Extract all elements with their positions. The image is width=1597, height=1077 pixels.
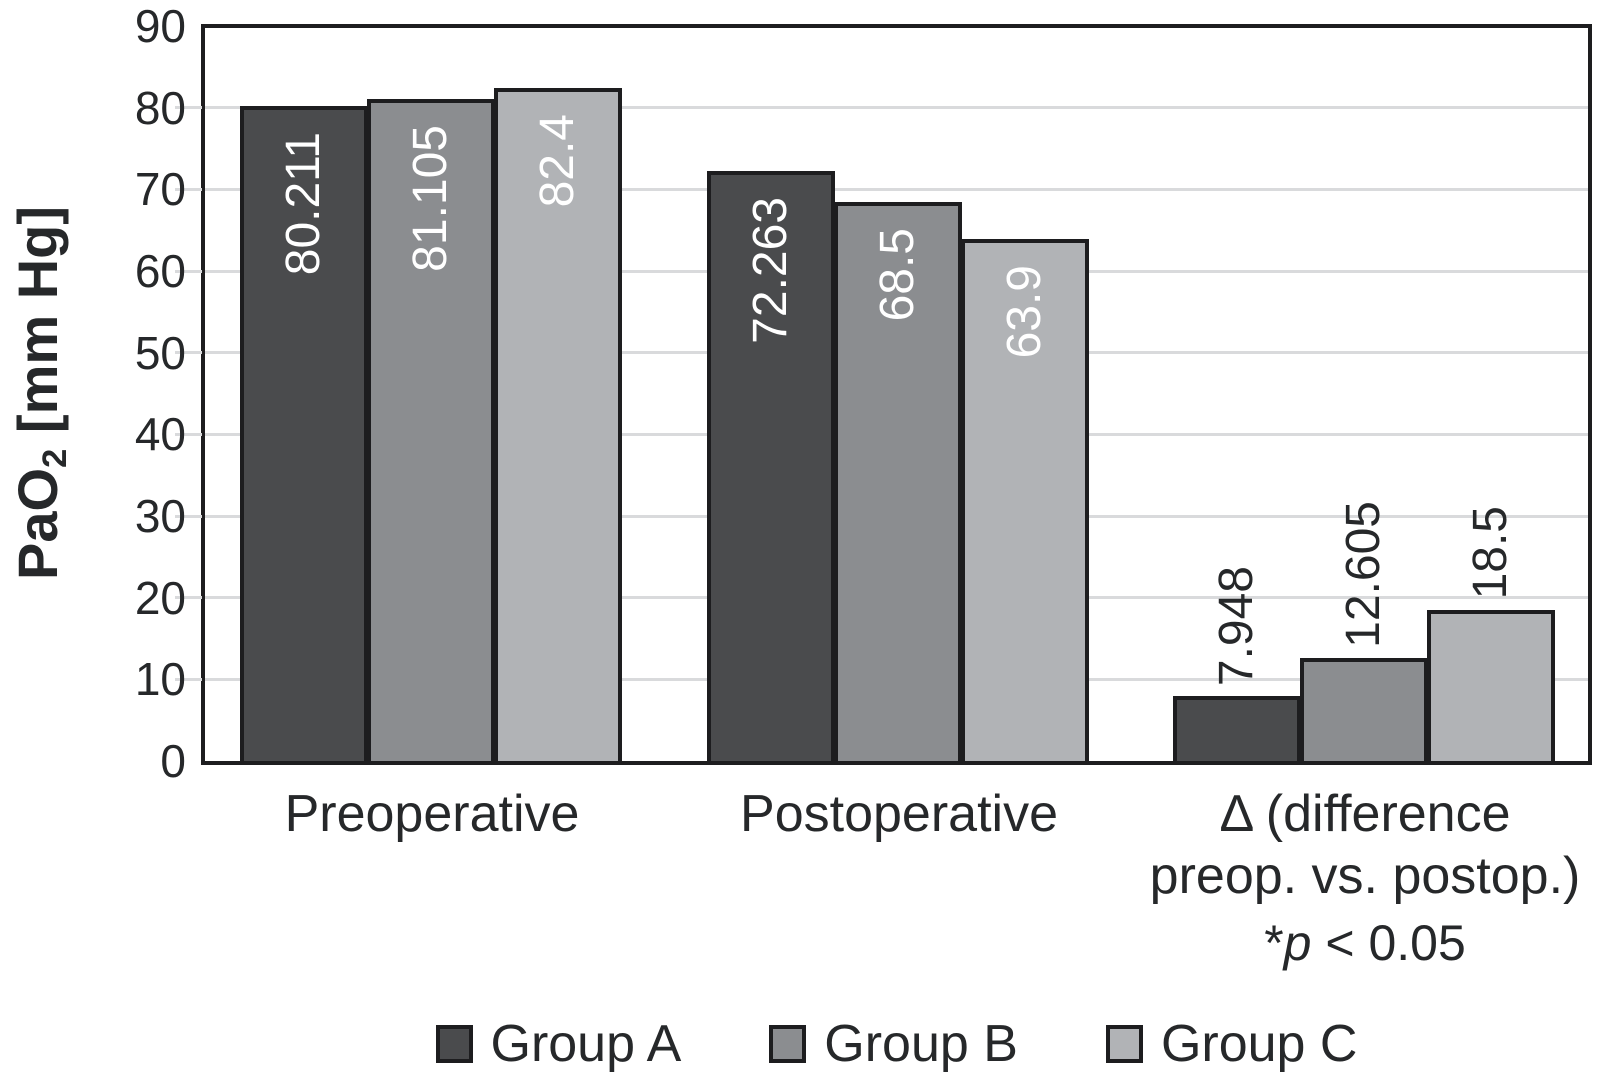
bar-value-label: 63.9 [997,265,1051,359]
legend-item-group-a: Group A [435,1015,682,1073]
gridline [205,187,1588,191]
category-label-line: Postoperative [740,785,1058,843]
bar-value-label-wrap: 81.105 [371,125,491,272]
legend-label: Group B [824,1015,1018,1073]
bar-group-b-cat1: 68.5 [834,201,962,765]
significance-p-symbol: p [1283,915,1312,971]
bar-value-label-wrap: 63.9 [965,265,1085,358]
y-tick-stub [175,269,202,273]
bar-value-label-wrap: 18.5 [1427,270,1555,600]
y-tick-stub [175,677,202,681]
y-tick-label: 80 [134,81,186,134]
significance-comparison: < 0.05 [1311,915,1466,971]
y-tick-label: 10 [134,653,186,706]
legend-swatch [435,1025,473,1063]
y-tick-label: 30 [134,490,186,542]
y-tick-label: 90 [134,0,186,52]
legend-item-group-b: Group B [769,1017,1018,1071]
legend-item-group-c: Group C [1105,1015,1358,1073]
bar-group-b-cat2 [1300,658,1428,765]
y-tick-stub [175,106,202,110]
y-tick-label: 70 [134,163,186,216]
legend-swatch [1105,1025,1143,1063]
category-label-line: Δ (difference [1219,785,1511,843]
bar-value-label: 18.5 [1463,506,1517,600]
significance-note: *p < 0.05 [1115,913,1597,973]
legend: Group A Group B Group C [201,1016,1592,1072]
category-label-line: Preoperative [284,785,580,843]
bar-group-b-cat0: 81.105 [367,98,495,765]
y-tick-stub [175,596,202,600]
y-tick-label: 0 [160,735,186,787]
category-label: Δ (difference preop. vs. postop.) [1045,783,1597,907]
category-label-line: preop. vs. postop.) [1149,847,1581,905]
legend-label: Group A [490,1015,682,1073]
legend-label: Group C [1160,1015,1358,1073]
y-tick-stub [175,351,202,355]
y-tick-label: 20 [134,571,186,624]
y-tick-label: 40 [134,408,186,461]
bar-group-a-cat0: 80.211 [240,105,368,765]
legend-swatch [769,1025,807,1063]
bar-value-label-wrap: 68.5 [838,228,958,321]
bar-value-label: 12.605 [1336,501,1390,649]
bar-value-label: 68.5 [870,227,924,321]
bar-value-label-wrap: 7.948 [1173,356,1301,686]
bar-value-label-wrap: 12.605 [1300,318,1428,648]
y-tick-stub [175,432,202,436]
y-tick-stub [175,514,202,518]
bar-group-c-cat2 [1427,609,1555,765]
category-label: Preoperative [112,783,752,845]
bar-value-label: 82.4 [530,114,584,208]
bar-group-a-cat1: 72.263 [707,170,835,765]
y-tick-stub [175,187,202,191]
gridline [205,106,1588,110]
bar-group-c-cat0: 82.4 [494,88,622,765]
bar-value-label: 80.211 [276,131,330,276]
bar-value-label-wrap: 80.211 [244,132,364,275]
y-tick-label: 60 [134,245,186,297]
bar-value-label-wrap: 82.4 [498,114,618,207]
significance-star: * [1264,915,1284,971]
bar-value-label-wrap: 72.263 [711,197,831,344]
bar-group-c-cat1: 63.9 [961,239,1089,765]
bar-value-label: 72.263 [743,196,797,344]
bar-value-label: 81.105 [403,124,457,272]
y-tick-label: 50 [134,326,186,379]
bar-value-label: 7.948 [1209,565,1263,687]
bar-group-a-cat2 [1173,696,1301,765]
category-label: Postoperative [579,783,1219,845]
